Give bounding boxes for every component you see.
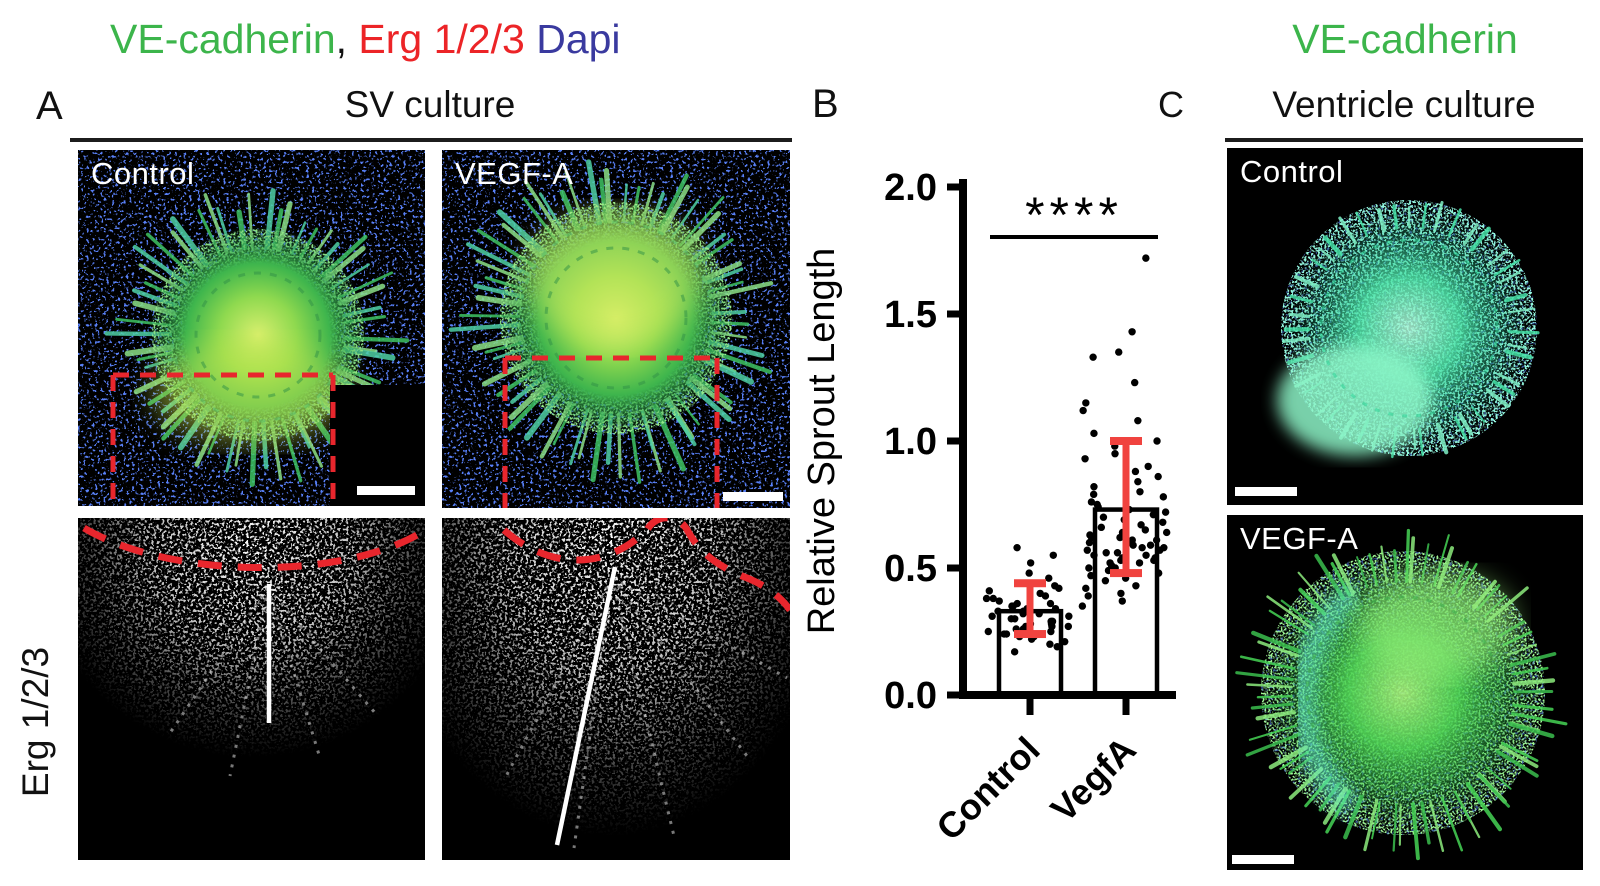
sprout-length-line <box>554 566 618 846</box>
panel-c-vegfa-micrograph <box>1227 515 1583 870</box>
panel-c-control-micrograph <box>1227 148 1583 505</box>
y-tick-label: 1.0 <box>884 421 937 463</box>
panel-c-vegfa-image: VEGF-A <box>1227 515 1583 870</box>
panel-a-erg-control-micrograph <box>78 518 425 860</box>
stain-dapi: Dapi <box>536 16 621 62</box>
panel-a-erg-vegfa-micrograph <box>442 518 790 860</box>
tissue-edge-dashed-curve <box>82 524 424 571</box>
panel-a-control-micrograph <box>78 150 425 506</box>
y-tick-label: 0.5 <box>884 548 937 590</box>
panel-a-control-label: Control <box>91 156 195 191</box>
panel-a-control-image: Control <box>78 150 425 506</box>
panel-a-title: SV culture <box>344 84 516 125</box>
y-axis-title: Relative Sprout Length <box>801 248 843 635</box>
y-tick-label: 0.0 <box>884 675 937 717</box>
stain-ve-cadherin: VE-cadherin <box>110 16 336 62</box>
roi-dashed-box <box>502 355 720 508</box>
y-tick-label: 2.0 <box>884 167 937 209</box>
panel-a-label: A <box>36 84 63 128</box>
panel-c-title: Ventricle culture <box>1272 84 1536 125</box>
y-tick-label: 1.5 <box>884 294 937 336</box>
bright-tissue-blob <box>1277 344 1433 456</box>
montage-black-corner <box>330 385 425 506</box>
panel-a-vegfa-image: VEGF-A <box>442 150 790 508</box>
panel-c-label: C <box>1158 84 1184 125</box>
cyan-tissue-streak <box>1291 581 1363 816</box>
significance-stars: **** <box>1025 187 1123 243</box>
scale-bar <box>1232 855 1294 864</box>
panel-c-control-label: Control <box>1240 154 1344 189</box>
stain-separator: , <box>335 16 359 62</box>
scale-bar <box>1235 487 1297 496</box>
x-tick-label-Control: Control <box>928 729 1047 848</box>
error-bar-Control <box>1026 583 1034 635</box>
scale-bar <box>357 486 415 495</box>
panel-a-erg-control-image <box>78 518 425 860</box>
x-tick-label-VegfA: VegfA <box>1043 729 1144 830</box>
panel-c-vegfa-label: VEGF-A <box>1240 521 1359 556</box>
panel-c-control-image: Control <box>1227 148 1583 505</box>
panel-c-stain-title: VE-cadherin <box>1292 16 1518 62</box>
panel-a-vegfa-label: VEGF-A <box>455 156 574 191</box>
panel-a-row-label: Erg 1/2/3 <box>15 646 56 798</box>
stain-title: VE-cadherin, Erg 1/2/3 Dapi <box>110 16 621 63</box>
panel-a-vegfa-micrograph <box>442 150 790 508</box>
panel-a-title-rule <box>70 138 792 142</box>
stain-space <box>525 16 536 62</box>
stain-erg: Erg 1/2/3 <box>358 16 525 62</box>
tissue-edge-dashed-curve <box>501 518 790 613</box>
scale-bar <box>723 492 783 501</box>
roi-dashed-box <box>110 372 336 506</box>
panel-a-erg-vegfa-image <box>442 518 790 860</box>
panel-c-title-rule <box>1225 138 1583 142</box>
error-bar-VegfA <box>1122 441 1130 574</box>
panel-b-label: B <box>812 82 839 126</box>
